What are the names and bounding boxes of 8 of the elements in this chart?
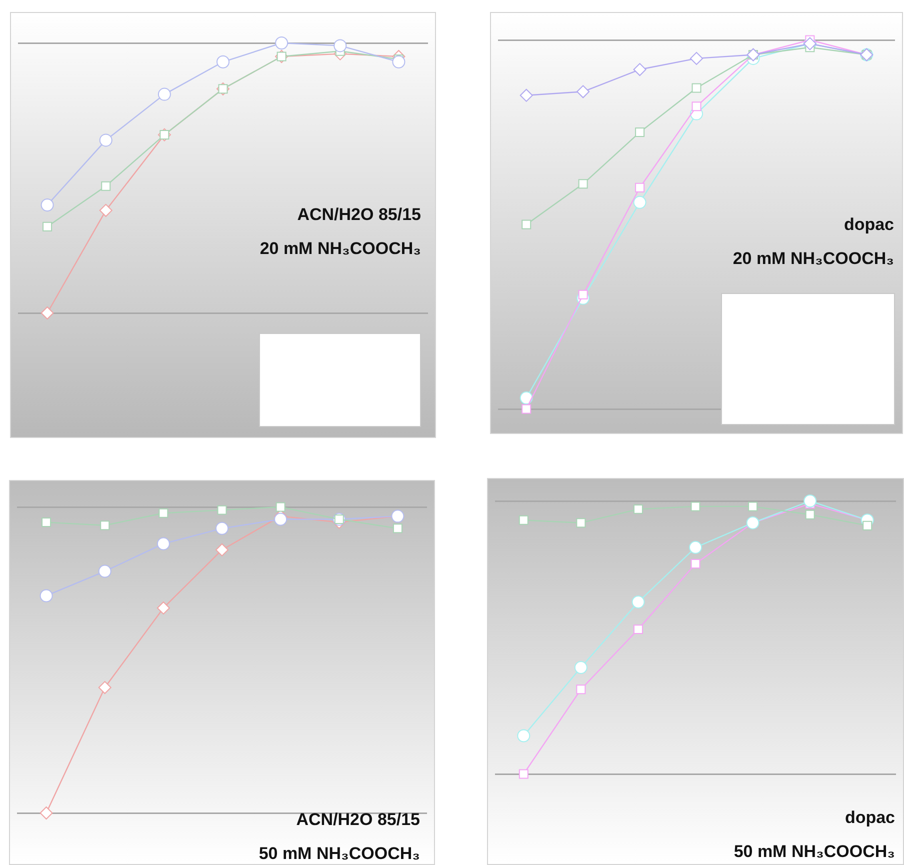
annotation: ACN/H2O 85/15: [296, 204, 421, 226]
annotation: 20 mM NH₃COOCH₃: [260, 238, 421, 260]
text: 50 mM NH₃COOCH₃: [258, 843, 420, 865]
annotation: 20 mM NH₃COOCH₃: [732, 248, 894, 270]
annotation: dopac: [842, 214, 894, 236]
text: 50 mM NH₃COOCH₃: [734, 841, 895, 863]
text: dopac: [844, 807, 895, 829]
annotation: ACN/H2O 85/15: [295, 809, 420, 831]
